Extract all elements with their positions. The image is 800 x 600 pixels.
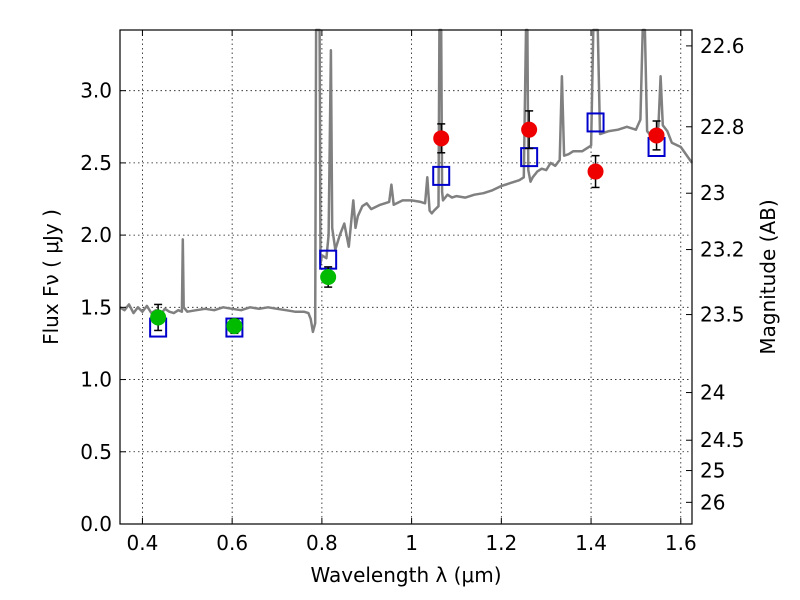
right-tick-label: 25 bbox=[700, 459, 725, 483]
right-axis-label: Magnitude (AB) bbox=[756, 199, 780, 354]
observed-point bbox=[587, 163, 604, 180]
x-tick-label: 1.4 bbox=[575, 531, 607, 555]
axis-tick-labels: 0.4 0.6 0.8 1 1.2 1.4 1.6 0.0 0.5 1.0 1.5 2.0 2.5 3.0… bbox=[80, 34, 744, 555]
right-tick-label: 24.5 bbox=[700, 428, 745, 452]
y-tick-label: 3.0 bbox=[80, 79, 112, 103]
right-tick-label: 26 bbox=[700, 490, 725, 514]
right-tick-label: 22.6 bbox=[700, 34, 745, 58]
x-tick-label: 1.6 bbox=[665, 531, 697, 555]
y-tick-label: 0.0 bbox=[80, 512, 112, 536]
y-tick-label: 2.0 bbox=[80, 223, 112, 247]
observed-photometry-layer bbox=[150, 110, 665, 335]
observed-point bbox=[226, 318, 243, 335]
x-tick-label: 1.2 bbox=[485, 531, 517, 555]
x-tick-label: 0.8 bbox=[306, 531, 338, 555]
x-tick-label: 0.6 bbox=[216, 531, 248, 555]
spectrum-line bbox=[119, 28, 694, 334]
plot-frame bbox=[119, 29, 693, 525]
x-tick-label: 1 bbox=[405, 531, 418, 555]
right-tick-label: 22.8 bbox=[700, 115, 745, 139]
x-tick-label: 0.4 bbox=[127, 531, 159, 555]
model-photometry-square bbox=[319, 249, 338, 270]
y-tick-label: 1.5 bbox=[80, 295, 112, 319]
y-tick-label: 0.5 bbox=[80, 440, 112, 464]
right-tick-label: 23.5 bbox=[700, 303, 745, 327]
spectrum-layer bbox=[119, 28, 694, 334]
x-axis-label: Wavelength λ (μm) bbox=[310, 563, 501, 587]
right-tick-label: 23.2 bbox=[700, 238, 745, 262]
observed-point bbox=[150, 309, 167, 326]
observed-point bbox=[521, 121, 538, 138]
right-tick-label: 24 bbox=[700, 381, 725, 405]
model-photometry-square bbox=[586, 112, 605, 133]
right-tick-label: 23 bbox=[700, 181, 725, 205]
observed-point bbox=[320, 269, 337, 285]
y-axis-label: Flux Fν ( μJy ) bbox=[39, 209, 63, 345]
y-tick-label: 2.5 bbox=[80, 151, 112, 175]
observed-point bbox=[433, 130, 450, 147]
axis-ticks bbox=[120, 30, 692, 525]
grid bbox=[120, 30, 692, 525]
y-tick-label: 1.0 bbox=[80, 368, 112, 392]
observed-point bbox=[648, 127, 665, 144]
model-photometry-square bbox=[432, 165, 451, 186]
